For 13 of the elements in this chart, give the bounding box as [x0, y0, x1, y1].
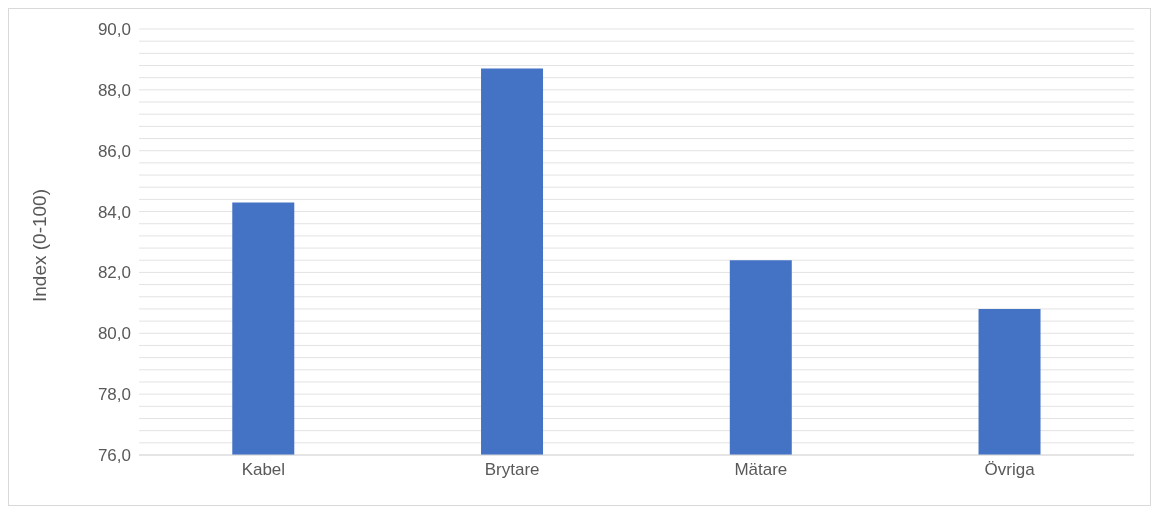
y-tick-label: 86,0: [97, 141, 131, 161]
y-tick-label: 82,0: [97, 263, 131, 283]
y-tick-label: 76,0: [97, 446, 131, 466]
y-tick-label: 88,0: [97, 80, 131, 100]
y-tick-label: 78,0: [97, 385, 131, 405]
y-tick-label: 80,0: [97, 324, 131, 344]
x-tick-label: Brytare: [484, 460, 540, 480]
y-tick-label: 90,0: [97, 20, 131, 40]
x-tick-label: Övriga: [984, 460, 1036, 480]
y-tick-label: 84,0: [97, 202, 131, 222]
y-axis-title: Index (0-100): [28, 188, 50, 302]
x-tick-label: Kabel: [241, 460, 286, 480]
x-tick-label: Mätare: [734, 460, 788, 480]
